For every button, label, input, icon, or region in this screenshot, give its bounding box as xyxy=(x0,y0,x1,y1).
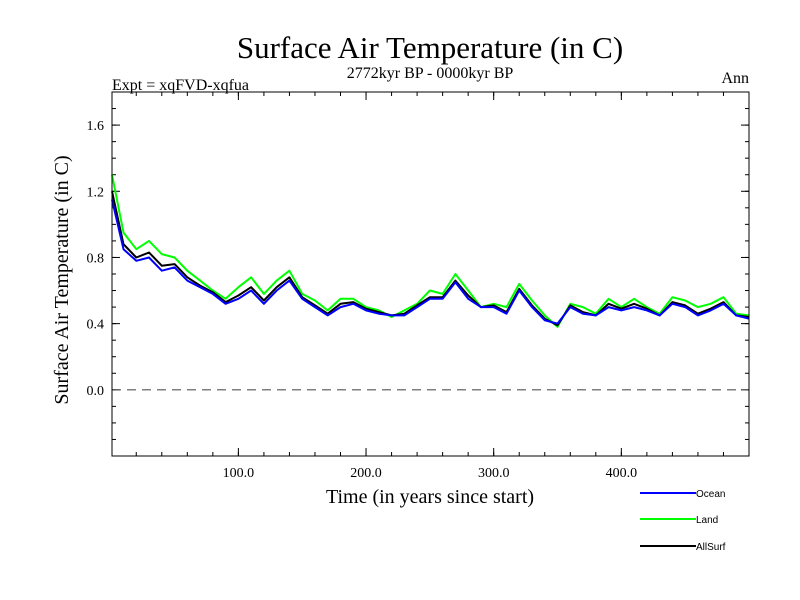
series-line-land xyxy=(111,174,750,328)
legend-label-land: Land xyxy=(696,515,718,526)
y-tick-label: 0.0 xyxy=(87,384,105,399)
legend-label-allsurf: AllSurf xyxy=(696,542,726,553)
legend: Ocean Land AllSurf xyxy=(640,489,726,553)
axis-ticks xyxy=(112,91,749,457)
x-tick-label: 100.0 xyxy=(223,466,255,481)
y-tick-label: 1.2 xyxy=(87,185,105,200)
x-tick-label: 400.0 xyxy=(606,466,638,481)
x-tick-label: 200.0 xyxy=(350,466,382,481)
chart-subtitle: 2772kyr BP - 0000kyr BP xyxy=(347,65,514,82)
y-tick-label: 0.8 xyxy=(87,251,105,266)
series-group xyxy=(111,174,750,328)
x-axis-label: Time (in years since start) xyxy=(326,486,534,508)
series-line-ocean xyxy=(111,199,750,325)
tick-labels: 0.0 0.4 0.8 1.2 1.6 100.0 200.0 300.0 400.0 xyxy=(87,119,638,481)
y-axis-label: Surface Air Temperature (in C) xyxy=(51,155,73,404)
experiment-label: Expt = xqFVD-xqfua xyxy=(112,77,249,94)
series-line-allsurf xyxy=(111,191,750,327)
chart-title: Surface Air Temperature (in C) xyxy=(237,30,623,65)
y-tick-label: 0.4 xyxy=(87,318,105,333)
plot-frame xyxy=(111,91,750,457)
x-tick-label: 300.0 xyxy=(478,466,510,481)
y-tick-label: 1.6 xyxy=(87,119,105,134)
season-label: Ann xyxy=(721,70,749,87)
legend-label-ocean: Ocean xyxy=(696,489,725,500)
